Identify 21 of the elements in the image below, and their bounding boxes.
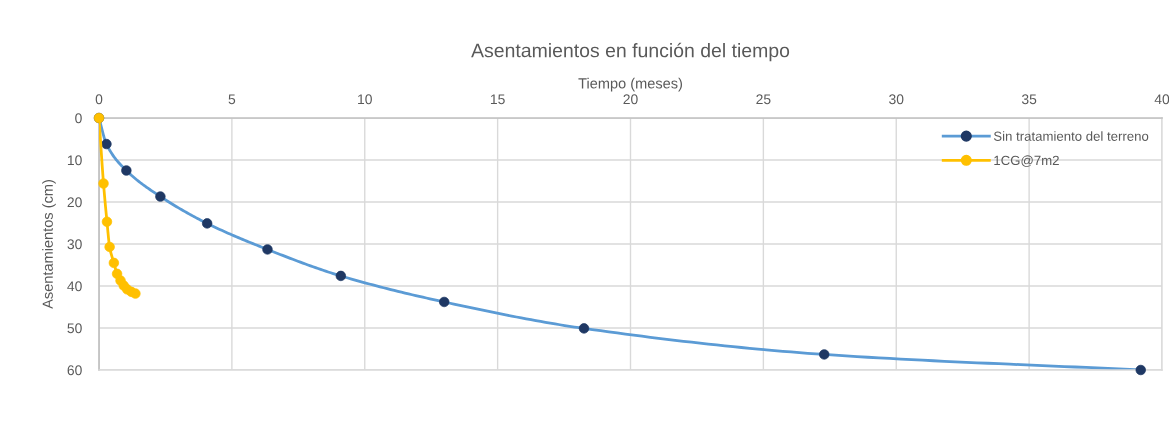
x-tick-label: 5 xyxy=(228,94,236,105)
x-tick-label: 15 xyxy=(490,94,505,105)
y-tick-label: 40 xyxy=(67,281,82,292)
y-tick-label: 20 xyxy=(67,197,82,208)
x-tick-label: 30 xyxy=(889,94,904,105)
x-tick-label: 20 xyxy=(623,94,638,105)
legend-label: 1CG@7m2 xyxy=(994,155,1059,167)
x-tick-label: 0 xyxy=(95,94,103,105)
legend-label: Sin tratamiento del terreno xyxy=(993,131,1149,141)
y-tick-label: 30 xyxy=(67,239,82,250)
x-tick-label: 35 xyxy=(1021,94,1037,105)
y-tick-label: 60 xyxy=(67,365,82,376)
y-tick-label: 50 xyxy=(67,323,82,334)
x-tick-label: 10 xyxy=(358,94,372,105)
y-tick-label: 0 xyxy=(75,113,82,124)
x-tick-label: 25 xyxy=(756,94,771,105)
x-axis-title: Tiempo (meses) xyxy=(578,77,682,92)
x-tick-label: 40 xyxy=(1154,94,1169,105)
chart-title: Asentamientos en función del tiempo xyxy=(471,42,790,62)
y-tick-label: 10 xyxy=(67,155,82,166)
y-axis-title: Asentamientos (cm) xyxy=(42,180,56,309)
